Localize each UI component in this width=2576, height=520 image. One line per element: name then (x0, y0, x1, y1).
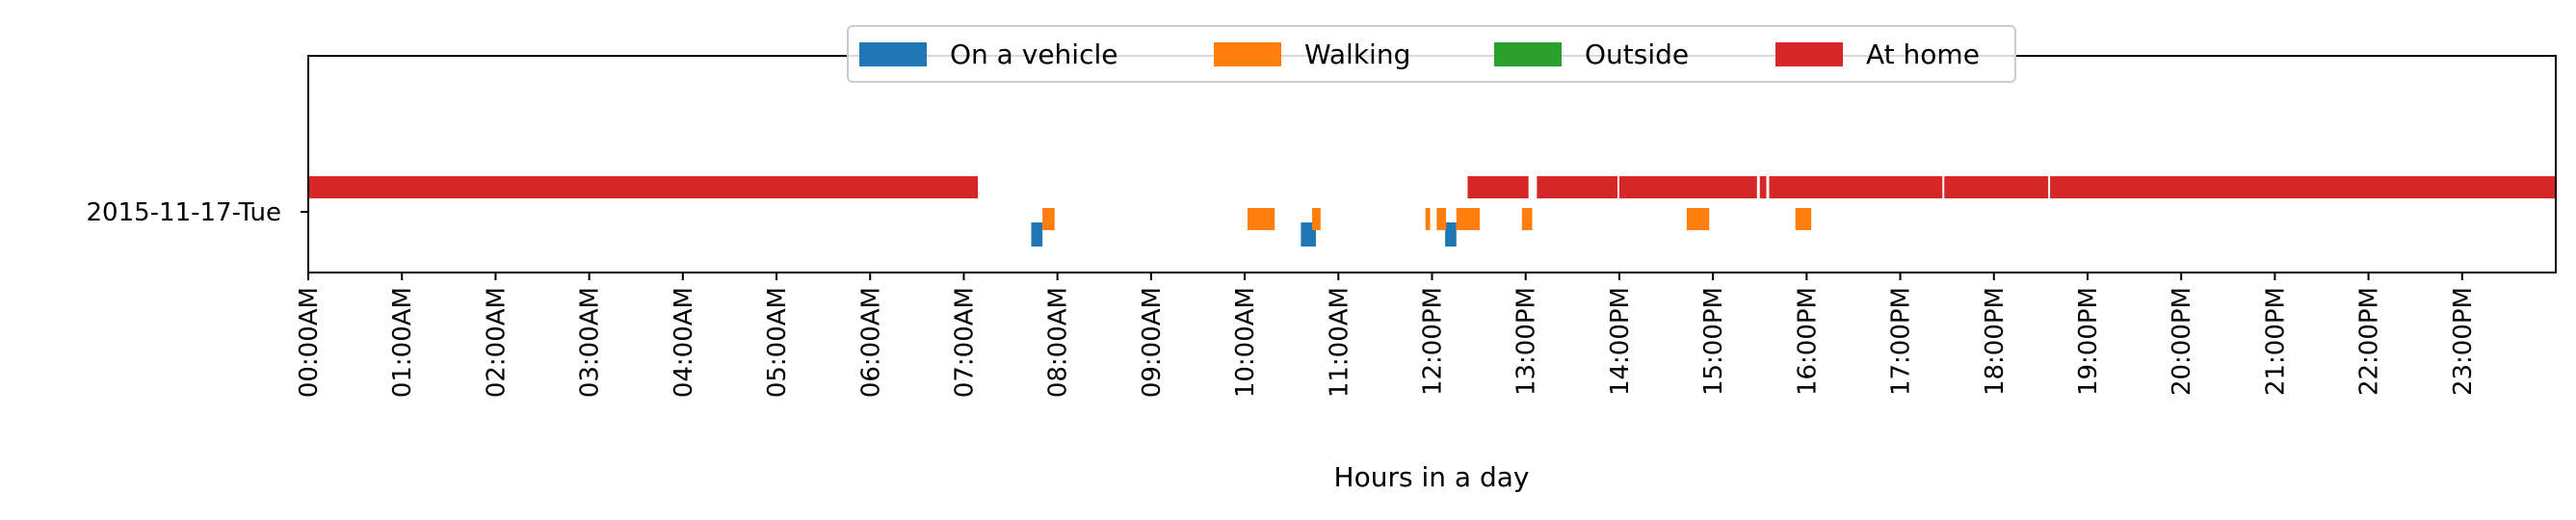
x-tick-label: 17:00PM (1887, 287, 1916, 396)
walking-bar (1686, 208, 1710, 230)
walking-bar (1042, 208, 1055, 230)
walking-bar (1247, 208, 1275, 230)
x-axis-label: Hours in a day (1334, 461, 1530, 493)
x-tick-label: 01:00AM (388, 287, 417, 398)
x-tick-label: 23:00PM (2449, 287, 2478, 396)
at-home-bar (1769, 176, 1943, 198)
walking-bar (1425, 208, 1431, 230)
walking-bar (1795, 208, 1812, 230)
y-tick-label: 2015-11-17-Tue (86, 198, 281, 227)
walking-bar (1521, 208, 1533, 230)
x-tick-label: 03:00AM (576, 287, 605, 398)
at-home-bar (1759, 176, 1767, 198)
at-home-bar (1537, 176, 1617, 198)
x-tick-label: 10:00AM (1231, 287, 1260, 398)
x-tick-label: 20:00PM (2168, 287, 2196, 396)
x-tick-label: 22:00PM (2355, 287, 2384, 396)
x-axis-ticks: 00:00AM 01:00AM 02:00AM 03:00AM 04:00AM 05:00… (295, 273, 2478, 398)
activity-bars (308, 176, 2556, 247)
plot-frame (307, 55, 2557, 273)
at-home-bar (2050, 176, 2556, 198)
x-tick-label: 11:00AM (1325, 287, 1354, 398)
x-tick-label: 12:00PM (1419, 287, 1448, 396)
legend-label-walking: Walking (1304, 39, 1410, 70)
x-tick-label: 18:00PM (1981, 287, 2010, 396)
legend-swatch-walking (1214, 42, 1281, 66)
at-home-bar (1467, 176, 1529, 198)
legend-label-outside: Outside (1585, 39, 1689, 70)
at-home-bar (308, 176, 979, 198)
on-a-vehicle-bar (1445, 222, 1457, 247)
x-tick-label: 05:00AM (763, 287, 792, 398)
legend-frame (847, 25, 2016, 83)
x-tick-label: 08:00AM (1044, 287, 1073, 398)
x-tick-label: 02:00AM (482, 287, 511, 398)
x-tick-label: 07:00AM (950, 287, 979, 398)
x-tick-label: 09:00AM (1138, 287, 1167, 398)
on-a-vehicle-bar (1031, 222, 1043, 247)
legend-label-on-a-vehicle: On a vehicle (950, 39, 1117, 70)
at-home-bar (1618, 176, 1757, 198)
x-tick-label: 19:00PM (2074, 287, 2103, 396)
legend-label-at-home: At home (1866, 39, 1980, 70)
x-tick-label: 16:00PM (1793, 287, 1822, 396)
legend-swatch-outside (1494, 42, 1562, 66)
x-tick-label: 14:00PM (1606, 287, 1635, 396)
x-tick-label: 04:00AM (670, 287, 698, 398)
walking-bar (1312, 208, 1321, 230)
x-tick-label: 00:00AM (295, 287, 324, 398)
legend-swatch-at-home (1775, 42, 1843, 66)
x-tick-label: 15:00PM (1699, 287, 1728, 396)
walking-bar (1436, 208, 1447, 230)
walking-bar (1456, 208, 1481, 230)
legend: On a vehicle Walking Outside At home (847, 25, 2016, 83)
legend-swatch-on-a-vehicle (859, 42, 927, 66)
at-home-bar (1944, 176, 2049, 198)
x-tick-label: 13:00PM (1512, 287, 1541, 396)
x-tick-label: 06:00AM (856, 287, 885, 398)
x-tick-label: 21:00PM (2261, 287, 2290, 396)
